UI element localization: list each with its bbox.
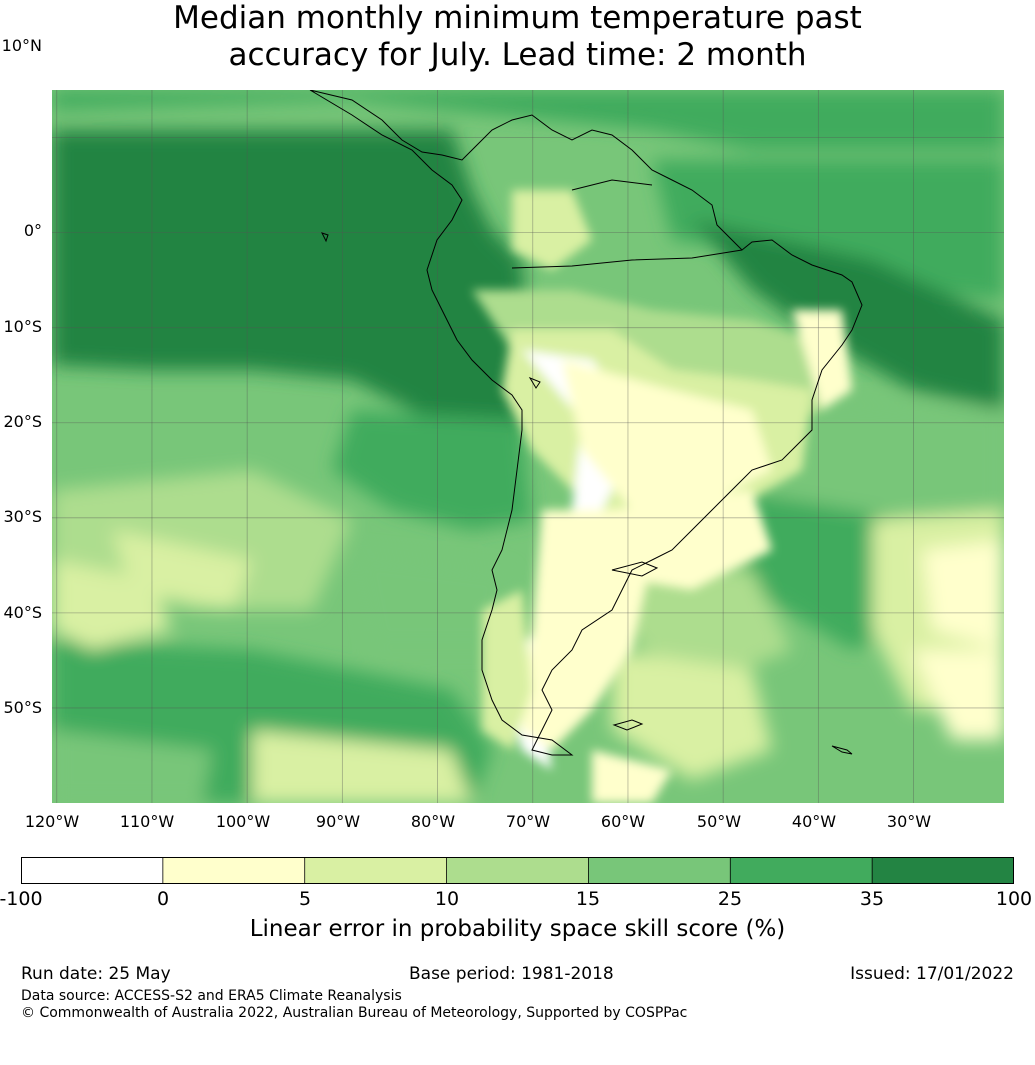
lon-label-80w: 80°W	[410, 812, 456, 831]
colorbar-label: Linear error in probability space skill …	[249, 916, 786, 942]
copyright: © Commonwealth of Australia 2022, Austra…	[21, 1005, 688, 1021]
lat-label-20s: 20°S	[3, 412, 42, 431]
chart-title: Median monthly minimum temperature past …	[0, 0, 1035, 74]
colorbar-tick: 10	[434, 888, 460, 910]
lon-label-120w: 120°W	[24, 812, 80, 831]
run-date: Run date: 25 May	[21, 964, 171, 984]
colorbar-tick: 100	[995, 888, 1033, 910]
base-period: Base period: 1981-2018	[409, 964, 614, 984]
falkland-islands	[612, 719, 644, 731]
colorbar-bin	[162, 857, 306, 884]
lon-label-100w: 100°W	[215, 812, 271, 831]
colorbar-bin	[304, 857, 448, 884]
lake-titicaca	[528, 376, 541, 389]
data-source: Data source: ACCESS-S2 and ERA5 Climate …	[21, 988, 402, 1004]
graticule	[52, 90, 1004, 803]
colorbar-bin	[729, 857, 874, 884]
colorbar-tick: 15	[575, 888, 601, 910]
lon-label-40w: 40°W	[791, 812, 837, 831]
colorbar-bin	[446, 857, 590, 884]
amazon-river	[511, 249, 743, 269]
colorbar-bin	[588, 857, 732, 884]
lat-label-0: 0°	[23, 221, 42, 240]
colorbar	[21, 857, 1014, 884]
colorbar-bin	[21, 857, 164, 884]
lon-label-50w: 50°W	[696, 812, 742, 831]
lat-label-10n: 10°N	[1, 36, 42, 55]
south-georgia	[831, 745, 853, 755]
south-america-coast	[309, 89, 863, 756]
lat-label-40s: 40°S	[3, 603, 42, 622]
lat-label-30s: 30°S	[3, 507, 42, 526]
colorbar-tick: 35	[859, 888, 885, 910]
lat-label-50s: 50°S	[3, 698, 42, 717]
lat-label-10s: 10°S	[3, 317, 42, 336]
rio-de-la-plata	[611, 561, 659, 577]
lon-label-30w: 30°W	[886, 812, 932, 831]
lon-label-60w: 60°W	[600, 812, 646, 831]
lon-label-110w: 110°W	[119, 812, 175, 831]
colorbar-tick: -100	[0, 888, 43, 910]
colorbar-frame	[21, 857, 1014, 884]
title-line-1: Median monthly minimum temperature past	[173, 0, 862, 36]
colorbar-bin	[871, 857, 1014, 884]
lon-label-70w: 70°W	[505, 812, 551, 831]
land-skill-field	[472, 190, 852, 803]
skill-score-map	[52, 89, 1004, 803]
colorbar-tick: 25	[717, 888, 743, 910]
orinoco-river	[571, 179, 653, 191]
skill-field	[52, 90, 1004, 803]
colorbar-tick: 5	[298, 888, 312, 910]
coastline	[309, 89, 863, 756]
colorbar-tick: 0	[156, 888, 170, 910]
title-line-2: accuracy for July. Lead time: 2 month	[228, 37, 807, 73]
galapagos	[321, 232, 329, 243]
lon-label-90w: 90°W	[315, 812, 361, 831]
issued-date: Issued: 17/01/2022	[850, 964, 1014, 984]
map-canvas	[52, 89, 1004, 803]
